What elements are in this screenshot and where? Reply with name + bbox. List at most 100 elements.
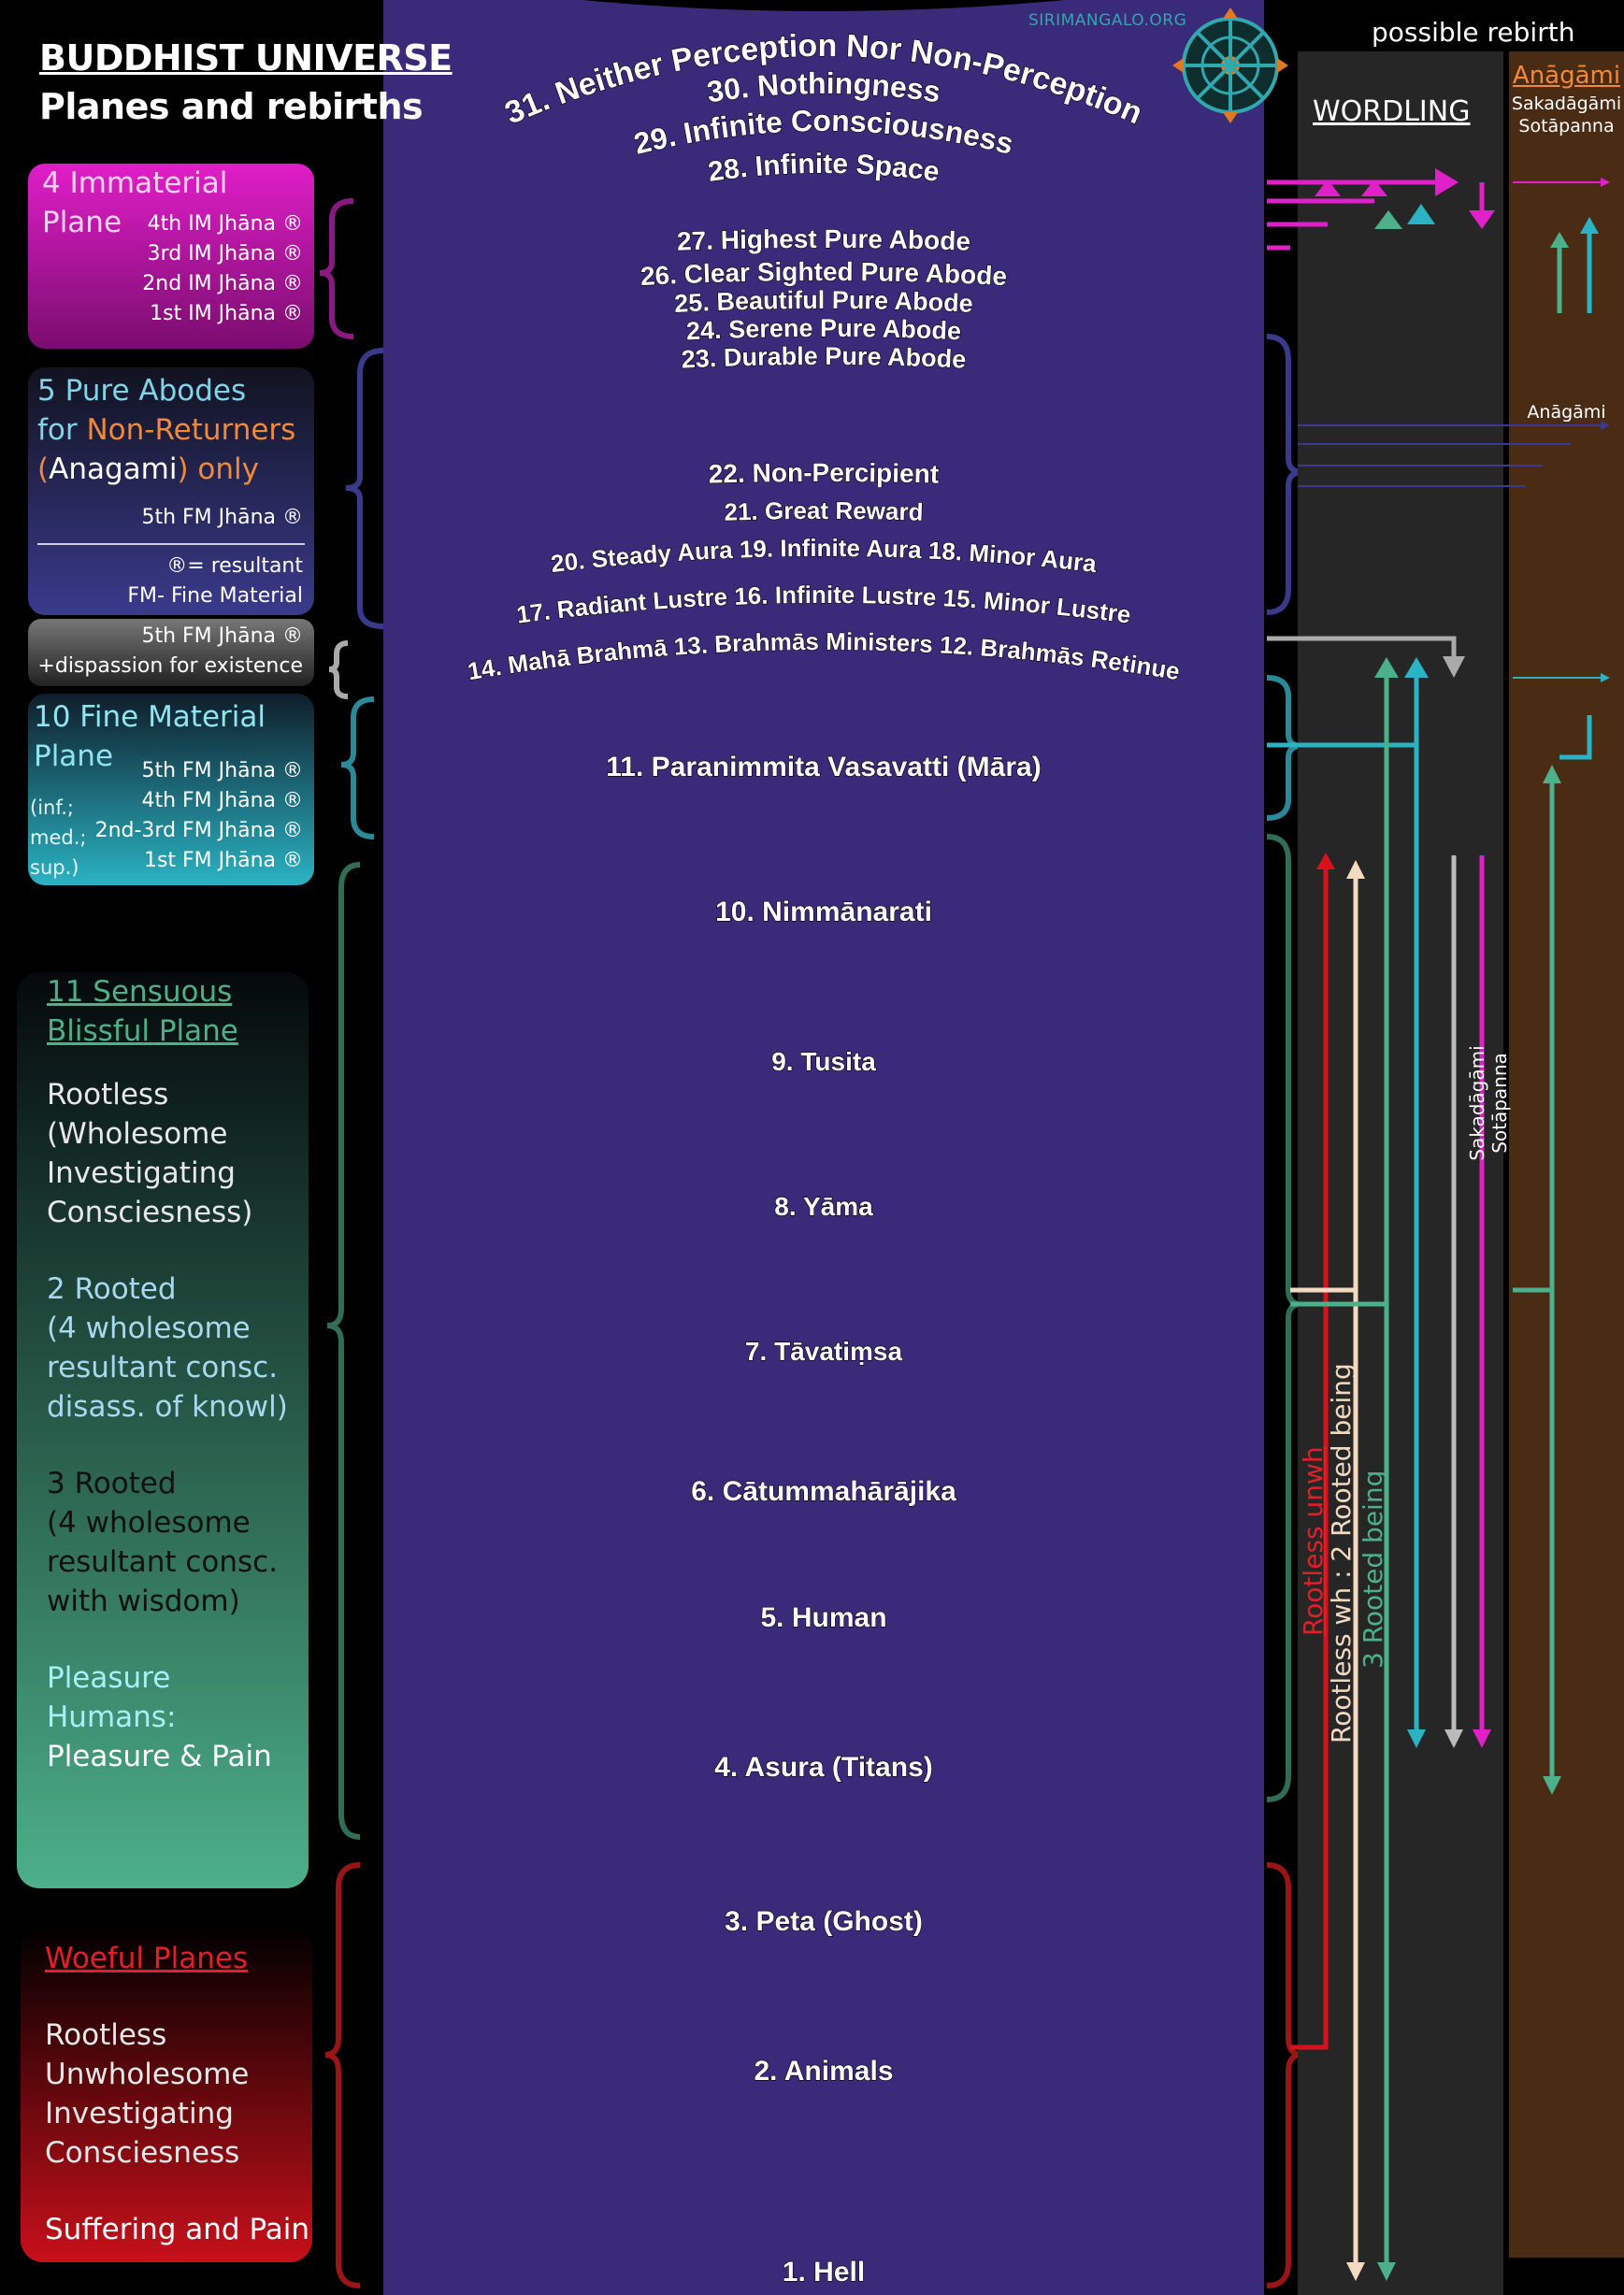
immaterial-heading-1: 4 Immaterial [42, 166, 228, 200]
non-percipient-panel: 5th FM Jhāna ® +dispassion for existence [28, 619, 314, 686]
plane-label-p5: 5. Human [760, 1602, 886, 1633]
plane-label-p7: 7. Tāvatiṃsa [745, 1337, 903, 1366]
plane-label-p1: 1. Hell [783, 2257, 865, 2288]
sotapanna-header: Sotāpanna [1518, 116, 1615, 136]
pure-anagami: Anagami [49, 452, 178, 486]
sens-b3-3: resultant consc. [47, 1545, 279, 1579]
np-dispassion: +dispassion for existence [37, 654, 303, 678]
sens-b2-1: 2 Rooted [47, 1272, 177, 1306]
plane-label-p4: 4. Asura (Titans) [714, 1752, 933, 1783]
plane-label-p30: 30. Nothingness [705, 66, 942, 108]
plane-label-p28: 28. Infinite Space [706, 149, 941, 188]
imm-jhana-4: 4th IM Jhāna ® [147, 212, 303, 236]
pure-for: for [37, 413, 87, 447]
brace-woeful [324, 1862, 361, 2288]
brace-fine [340, 696, 375, 839]
main-title: BUDDHIST UNIVERSE [39, 37, 453, 79]
plane-label-p3: 3. Peta (Ghost) [725, 1906, 923, 1937]
dharma-wheel-logo [1172, 7, 1288, 123]
sens-b4-3: Pleasure & Pain [47, 1740, 272, 1773]
plane-label-p21: 21. Great Reward [724, 496, 924, 526]
sens-b1-3: Investigating [47, 1156, 236, 1190]
fine-note-inf: (inf.; [30, 796, 74, 819]
pure-note-2: FM- Fine Material [127, 584, 303, 608]
plane-label-p6: 6. Cātummahārājika [691, 1476, 956, 1507]
fine-heading-1: 10 Fine Material [34, 700, 266, 734]
sens-b3-1: 3 Rooted [47, 1467, 177, 1500]
sens-b1-4: Consciesness) [47, 1196, 253, 1229]
imm-jhana-1: 1st IM Jhāna ® [150, 302, 303, 325]
noble-column [1509, 51, 1624, 2258]
plane-label-p9: 9. Tusita [771, 1047, 876, 1076]
anagami-header: Anāgāmi [1512, 62, 1621, 90]
brace-pure [345, 348, 384, 629]
fine-note-sup: sup.) [30, 856, 79, 879]
plane-label-p25: 25. Beautiful Pure Abode [674, 286, 974, 318]
plane-arc-band [383, 0, 1264, 2295]
fine-jhana-1: 1st FM Jhāna ® [143, 849, 303, 872]
pure-heading-1: 5 Pure Abodes [37, 374, 247, 408]
worldling-label: WORDLING [1313, 95, 1471, 128]
fine-jhana-5: 5th FM Jhāna ® [141, 759, 303, 782]
pure-jhana: 5th FM Jhāna ® [141, 506, 303, 529]
woe-suffering: Suffering and Pain [45, 2213, 310, 2246]
possible-rebirth-label: possible rebirth [1372, 17, 1575, 48]
pure-abodes-panel: 5 Pure Abodes for Non-Returners (Anagami… [28, 367, 314, 615]
sens-b3-4: with wisdom) [47, 1585, 240, 1618]
plane-label-p2: 2. Animals [754, 2056, 893, 2087]
plane-label-p27: 27. Highest Pure Abode [677, 224, 971, 256]
pure-paren-open: ( [37, 452, 50, 486]
plane-label-p26: 26. Clear Sighted Pure Abode [640, 257, 1008, 291]
three-rooted-label: 3 Rooted being [1358, 1470, 1388, 1669]
plane-label-p10: 10. Nimmānarati [715, 896, 932, 927]
sens-b2-3: resultant consc. [47, 1351, 279, 1384]
np-jhana: 5th FM Jhāna ® [141, 624, 303, 648]
sens-b1-2: (Wholesome [47, 1117, 228, 1151]
pure-non-returners: Non-Returners [86, 413, 296, 447]
woe-b1-1: Rootless [45, 2018, 167, 2052]
brace-sensuous [326, 862, 361, 1840]
plane-label-p23: 23. Durable Pure Abode [681, 342, 967, 374]
rootless-wh-label: Rootless wh : 2 Rooted being [1326, 1363, 1357, 1743]
anagami-mid: Anāgāmi [1527, 402, 1606, 423]
sens-b2-4: disass. of knowl) [47, 1390, 288, 1424]
plane-arc-edge [582, 0, 1066, 11]
sens-heading-1: 11 Sensuous [47, 975, 233, 1009]
sensuous-panel: 11 Sensuous Blissful Plane Rootless (Who… [17, 972, 309, 1888]
fine-note-med: med.; [30, 826, 87, 849]
pure-note-1: ®= resultant [166, 554, 303, 578]
fine-material-panel-bg [28, 694, 314, 885]
non-percipient-panel-bg [28, 619, 314, 686]
plane-label-p8: 8. Yāma [774, 1192, 873, 1221]
brace-immaterial [319, 198, 354, 339]
fine-heading-2: Plane [34, 739, 114, 773]
pure-divider [37, 543, 305, 545]
plane-label-p17_15: 17. Radiant Lustre 16. Infinite Lustre 1… [515, 581, 1133, 629]
plane-label-p11: 11. Paranimmita Vasavatti (Māra) [606, 752, 1041, 782]
sens-b1-1: Rootless [47, 1078, 169, 1112]
woe-b1-4: Consciesness [45, 2136, 240, 2170]
subtitle: Planes and rebirths [39, 86, 424, 127]
woe-b1-3: Investigating [45, 2097, 234, 2130]
sensuous-panel-bg [17, 972, 309, 1888]
imm-jhana-3: 3rd IM Jhāna ® [147, 242, 303, 265]
woeful-panel: Woeful Planes Rootless Unwholesome Inves… [21, 1926, 312, 2262]
woeful-panel-bg [21, 1926, 312, 2262]
pure-abodes-panel-bg [28, 367, 314, 615]
pure-only: ) only [177, 452, 259, 486]
sakadagami-header: Sakadāgāmi [1511, 93, 1622, 114]
sens-b3-2: (4 wholesome [47, 1506, 251, 1540]
brace-np [328, 640, 349, 699]
fine-material-panel: 10 Fine Material Plane 5th FM Jhāna ® 4t… [28, 694, 314, 885]
plane-label-p14_12: 14. Mahā Brahmā 13. Brahmās Ministers 12… [466, 627, 1182, 685]
site-credit[interactable]: SIRIMANGALO.ORG [1028, 11, 1187, 30]
vertical-sotapanna: Sotāpanna [1488, 1053, 1511, 1154]
fine-jhana-4: 4th FM Jhāna ® [141, 789, 303, 812]
woe-heading: Woeful Planes [45, 1942, 249, 1975]
fine-jhana-23: 2nd-3rd FM Jhāna ® [94, 819, 303, 842]
plane-label-p20_18: 20. Steady Aura 19. Infinite Aura 18. Mi… [550, 534, 1099, 578]
immaterial-panel: 4 Immaterial Plane 4th IM Jhāna ® 3rd IM… [28, 164, 314, 349]
sens-b4-1: Pleasure [47, 1661, 171, 1695]
